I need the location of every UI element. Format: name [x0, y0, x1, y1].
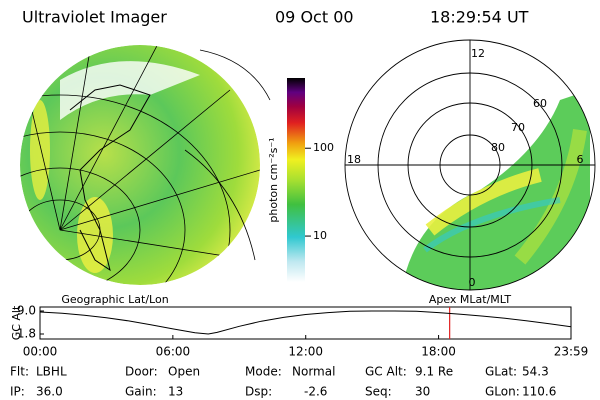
x-tick-label: 06:00 [156, 345, 191, 359]
status-value: 110.6 [522, 385, 556, 399]
altitude-ylabel: GC Alt [10, 305, 23, 340]
grid-arc [184, 49, 271, 261]
colorbar [287, 78, 305, 282]
status-value: 54.3 [522, 365, 549, 379]
panel-label: Geographic Lat/Lon [61, 293, 168, 306]
y-tick-label: 9.0 [17, 304, 36, 318]
x-tick-label: 23:59 [554, 345, 589, 359]
status-label: Gain: [125, 385, 157, 399]
y-tick-label: 1.8 [17, 327, 36, 341]
x-tick-label: 00:00 [23, 345, 58, 359]
mlt-label: 12 [471, 47, 485, 60]
status-label: Door: [125, 365, 158, 379]
time: 18:29:54 UT [430, 8, 529, 27]
status-label: GLat: [485, 365, 517, 379]
status-label: Mode: [245, 365, 282, 379]
globe-image [20, 45, 260, 285]
status-value: Normal [292, 365, 335, 379]
status-value: -2.6 [304, 385, 327, 399]
status-value: 9.1 Re [415, 365, 453, 379]
title: Ultraviolet Imager [22, 8, 167, 27]
status-label: Seq: [365, 385, 392, 399]
status-label: Dsp: [245, 385, 272, 399]
mlt-label: 18 [347, 153, 361, 166]
x-tick-label: 18:00 [421, 345, 456, 359]
status-label: GC Alt: [365, 365, 407, 379]
lat-label: 60 [533, 97, 547, 110]
polar-grid [344, 39, 596, 291]
colorbar-tick-label: 10 [313, 229, 327, 242]
lat-label: 80 [491, 141, 505, 154]
status-value: 36.0 [36, 385, 63, 399]
polar-image [400, 90, 590, 290]
altitude-line [39, 310, 572, 335]
status-label: Flt: [10, 365, 29, 379]
status-value: LBHL [36, 365, 67, 379]
panel-label: Apex MLat/MLT [429, 293, 512, 306]
status-label: GLon: [485, 385, 520, 399]
mlt-label: 6 [577, 153, 584, 166]
status-label: IP: [10, 385, 25, 399]
colorbar-tick-label: 100 [313, 141, 334, 154]
lat-label: 70 [511, 121, 525, 134]
status-value: 13 [168, 385, 183, 399]
colorbar-label: photon cm⁻²s⁻¹ [267, 137, 280, 222]
status-value: 30 [415, 385, 430, 399]
x-tick-label: 12:00 [288, 345, 323, 359]
date: 09 Oct 00 [275, 8, 354, 27]
status-value: Open [168, 365, 200, 379]
mlt-label: 0 [469, 276, 476, 289]
